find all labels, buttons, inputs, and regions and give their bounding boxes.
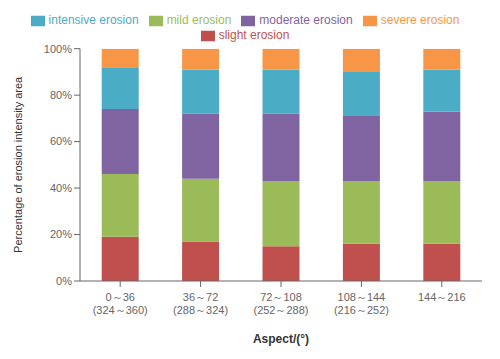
svg-text:60%: 60% xyxy=(50,135,72,147)
svg-text:36～72(288～324): 36～72(288～324) xyxy=(173,291,228,316)
svg-text:Aspect/(°): Aspect/(°) xyxy=(253,332,309,346)
svg-text:0～36(324～360): 0～36(324～360) xyxy=(93,291,148,316)
html-text:mild erosion: mild erosion xyxy=(166,13,232,27)
html-text:severe erosion: severe erosion xyxy=(380,13,460,27)
svg-text:40%: 40% xyxy=(50,182,72,194)
svg-text:Percentage of erosion intensit: Percentage of erosion intensity area xyxy=(12,76,24,253)
svg-text:72～108(252～288): 72～108(252～288) xyxy=(253,291,308,316)
svg-text:108～144(216～252): 108～144(216～252) xyxy=(334,291,389,316)
html-text:moderate erosion: moderate erosion xyxy=(259,13,353,27)
svg-text:20%: 20% xyxy=(50,228,72,240)
svg-text:0%: 0% xyxy=(56,275,72,287)
svg-text:80%: 80% xyxy=(50,89,72,101)
html-text:intensive erosion: intensive erosion xyxy=(48,13,139,27)
svg-text:144～216: 144～216 xyxy=(418,291,466,303)
html-text:slight erosion: slight erosion xyxy=(218,27,290,42)
svg-text:100%: 100% xyxy=(44,43,72,55)
